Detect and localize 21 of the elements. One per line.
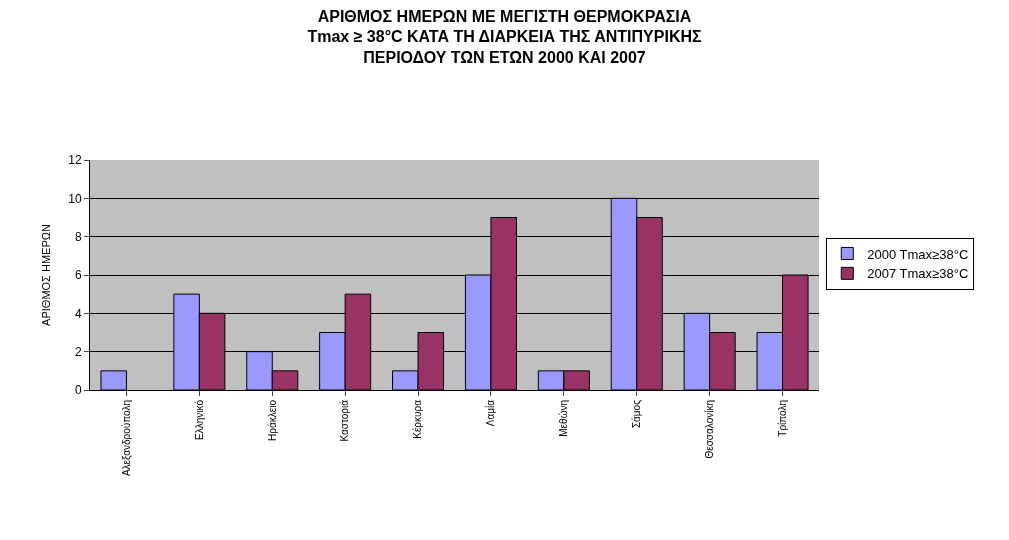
x-tick-label: Ηράκλειο bbox=[266, 399, 278, 441]
x-tick-label: Θεσσαλονίκη bbox=[703, 400, 715, 459]
x-tick-label: Κέρκυρα bbox=[412, 399, 424, 439]
chart-title: ΑΡΙΘΜΟΣ ΗΜΕΡΩΝ ΜΕ ΜΕΓΙΣΤΗ ΘΕΡΜΟΚΡΑΣΙΑ Tmax ≥ 38°C ΚΑΤΑ ΤΗ ΔΙΑΡΚΕΙΑ ΤΗΣ ΑΝΤΙΠΥΡΙΚΗΣ ΠΕΡΙΟΔΟΥ ΤΩΝ ΕΤΩΝ 2000 ΚΑΙ 2007 bbox=[307, 7, 703, 67]
y-tick-label: 4 bbox=[74, 306, 82, 321]
x-tick-label: Μεθώνη bbox=[558, 400, 570, 437]
legend-label: 2007 Tmax≥38°C bbox=[867, 266, 969, 282]
legend-label: 2000 Tmax≥38°C bbox=[867, 246, 969, 262]
x-tick-label: Καστοριά bbox=[339, 399, 351, 442]
y-tick-label: 2 bbox=[74, 344, 82, 359]
x-tick-label: Σάμος bbox=[631, 399, 642, 429]
y-tick-label: 0 bbox=[74, 383, 82, 398]
y-tick-label: 12 bbox=[68, 153, 82, 168]
x-tick-label: Λαμία bbox=[485, 399, 497, 427]
y-tick-label: 6 bbox=[74, 268, 82, 283]
x-tick-label: Ελληνικό bbox=[193, 399, 205, 440]
x-tick-label: Τρίπολη bbox=[776, 400, 788, 437]
x-tick-label: Αλεξανδρούπολη bbox=[120, 400, 133, 477]
y-tick-label: 10 bbox=[68, 191, 82, 206]
y-axis-title: ΑΡΙΘΜΟΣ ΗΜΕΡΩΝ bbox=[39, 224, 52, 326]
y-tick-label: 8 bbox=[74, 229, 82, 244]
